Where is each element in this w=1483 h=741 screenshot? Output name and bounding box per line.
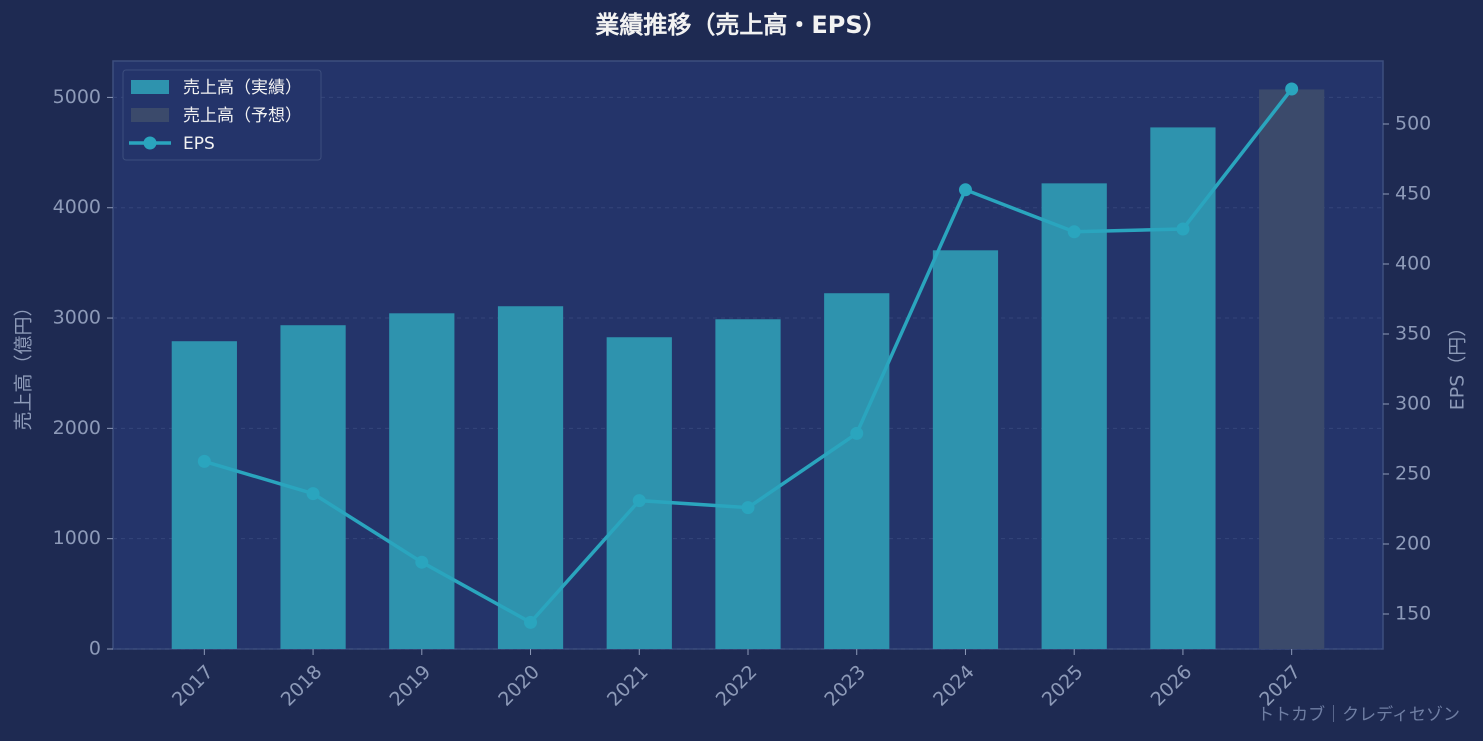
y-tick-label: 2000 [53,417,101,439]
eps-marker [1285,82,1299,96]
y-tick-label: 3000 [53,307,101,329]
y-tick-label: 1000 [53,527,101,549]
legend-label: 売上高（予想） [183,106,302,126]
y2-tick-label: 200 [1395,533,1431,555]
legend-swatch [131,108,169,122]
y-tick-label: 4000 [53,196,101,218]
y-axis-label: 売上高（億円） [13,297,35,430]
y2-tick-label: 150 [1395,603,1431,625]
y2-tick-label: 450 [1395,183,1431,205]
bar [389,313,455,649]
bar [1041,183,1107,649]
eps-marker [632,494,646,508]
bar [1259,89,1325,650]
bar [497,306,564,649]
y-tick-label: 0 [89,638,101,660]
y2-tick-label: 350 [1395,323,1431,345]
eps-marker [850,426,864,440]
y-tick-label: 5000 [53,86,101,108]
bar [824,293,890,649]
eps-marker [197,454,211,468]
legend-label: 売上高（実績） [183,78,302,98]
watermark: トトカブ｜クレディセゾン [1257,704,1460,725]
eps-marker [524,615,538,629]
bar [606,337,672,649]
eps-marker [1176,222,1190,236]
legend-box [122,69,322,161]
eps-marker [415,555,429,569]
bar [1150,127,1216,650]
chart-title: 業績推移（売上高・EPS） [595,11,886,39]
legend-marker [143,136,157,150]
y2-tick-label: 300 [1395,393,1431,415]
y2-tick-label: 500 [1395,113,1431,135]
bar [932,250,999,649]
legend-swatch [131,80,169,94]
legend-label: EPS [183,134,215,154]
y2-axis-label: EPS（円） [1447,318,1469,411]
eps-marker [958,183,972,197]
bar [715,319,781,649]
eps-marker [741,501,755,515]
y2-tick-label: 400 [1395,253,1431,275]
y2-tick-label: 250 [1395,463,1431,485]
eps-marker [306,487,320,501]
bar [171,341,237,649]
eps-marker [1067,225,1081,239]
